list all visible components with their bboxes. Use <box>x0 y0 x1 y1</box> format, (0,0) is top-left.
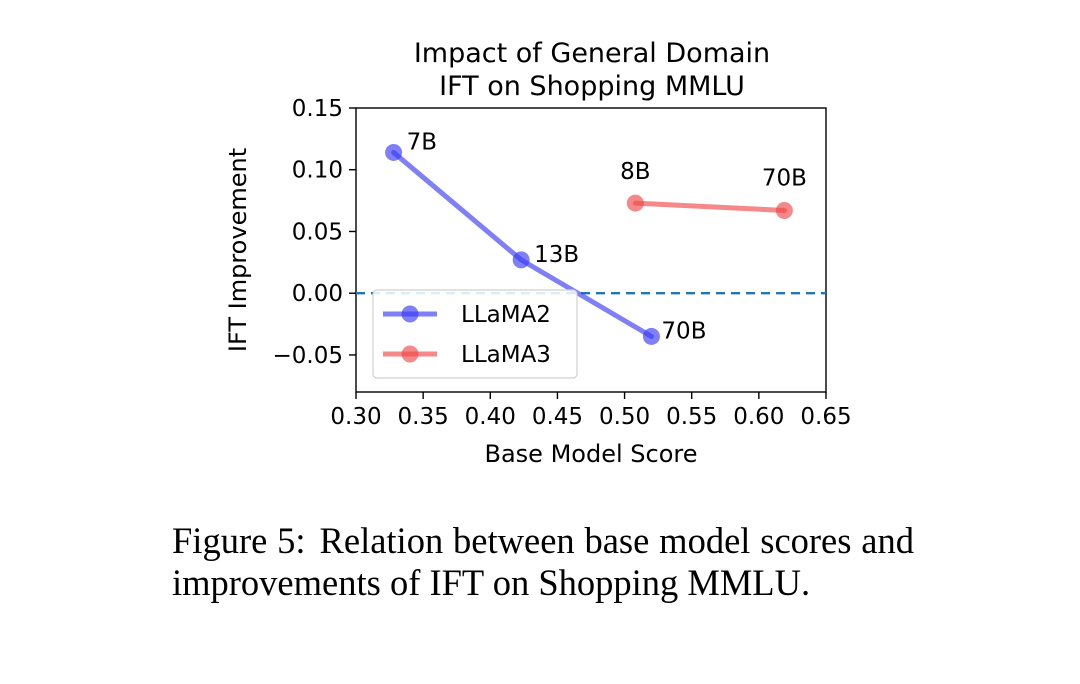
y-tick-label: 0.05 <box>292 219 343 245</box>
x-tick-label: 0.50 <box>599 404 650 430</box>
x-tick-label: 0.35 <box>398 404 449 430</box>
legend: LLaMA2 LLaMA3 <box>372 289 578 379</box>
x-tick-label: 0.60 <box>733 404 784 430</box>
data-point <box>642 327 660 345</box>
data-point-label: 70B <box>762 165 807 191</box>
y-axis-label: IFT Improvement <box>224 148 252 352</box>
legend-marker <box>401 345 419 363</box>
figure-caption-label: Figure 5: <box>172 520 306 561</box>
legend-entries: LLaMA2 LLaMA3 <box>383 302 551 368</box>
chart-title-line-1: Impact of General Domain <box>414 38 770 69</box>
data-point-label: 7B <box>407 129 437 155</box>
data-point <box>512 251 530 269</box>
series-layer: 7B 13B 70B 8B 70B <box>385 129 807 345</box>
series-llama2: 7B 13B 70B <box>385 129 706 345</box>
x-tick-label: 0.65 <box>800 404 851 430</box>
data-point-label: 70B <box>661 318 706 344</box>
x-tick-label: 0.55 <box>666 404 717 430</box>
chart-title-line-2: IFT on Shopping MMLU <box>439 71 745 102</box>
x-tick-label: 0.40 <box>465 404 516 430</box>
figure-caption-text: Relation between base model scores and i… <box>172 520 914 603</box>
legend-label: LLaMA2 <box>461 302 551 328</box>
series-llama3: 8B 70B <box>620 159 807 219</box>
x-tick-label: 0.30 <box>330 404 381 430</box>
y-axis-ticks: −0.05 0.00 0.05 0.10 0.15 <box>273 96 356 369</box>
x-axis-ticks: 0.30 0.35 0.40 0.45 0.50 0.55 0.60 0.65 <box>330 392 852 430</box>
series-line <box>632 200 787 213</box>
legend-marker <box>401 305 419 323</box>
data-point-label: 8B <box>620 159 650 185</box>
y-tick-label: −0.05 <box>273 343 343 369</box>
chart-title: Impact of General Domain IFT on Shopping… <box>414 38 770 102</box>
plot-area-frame <box>355 107 827 393</box>
data-point <box>385 143 403 161</box>
figure-caption: Figure 5: Relation between base model sco… <box>172 520 914 604</box>
y-tick-label: 0.15 <box>292 96 343 122</box>
x-axis-label: Base Model Score <box>485 440 698 468</box>
legend-label: LLaMA3 <box>461 342 551 368</box>
chart: Impact of General Domain IFT on Shopping… <box>224 38 852 468</box>
data-point <box>775 201 793 219</box>
data-point-label: 13B <box>534 242 579 268</box>
x-tick-label: 0.45 <box>532 404 583 430</box>
y-tick-label: 0.00 <box>292 281 343 307</box>
data-point <box>626 194 644 212</box>
y-tick-label: 0.10 <box>292 158 343 184</box>
